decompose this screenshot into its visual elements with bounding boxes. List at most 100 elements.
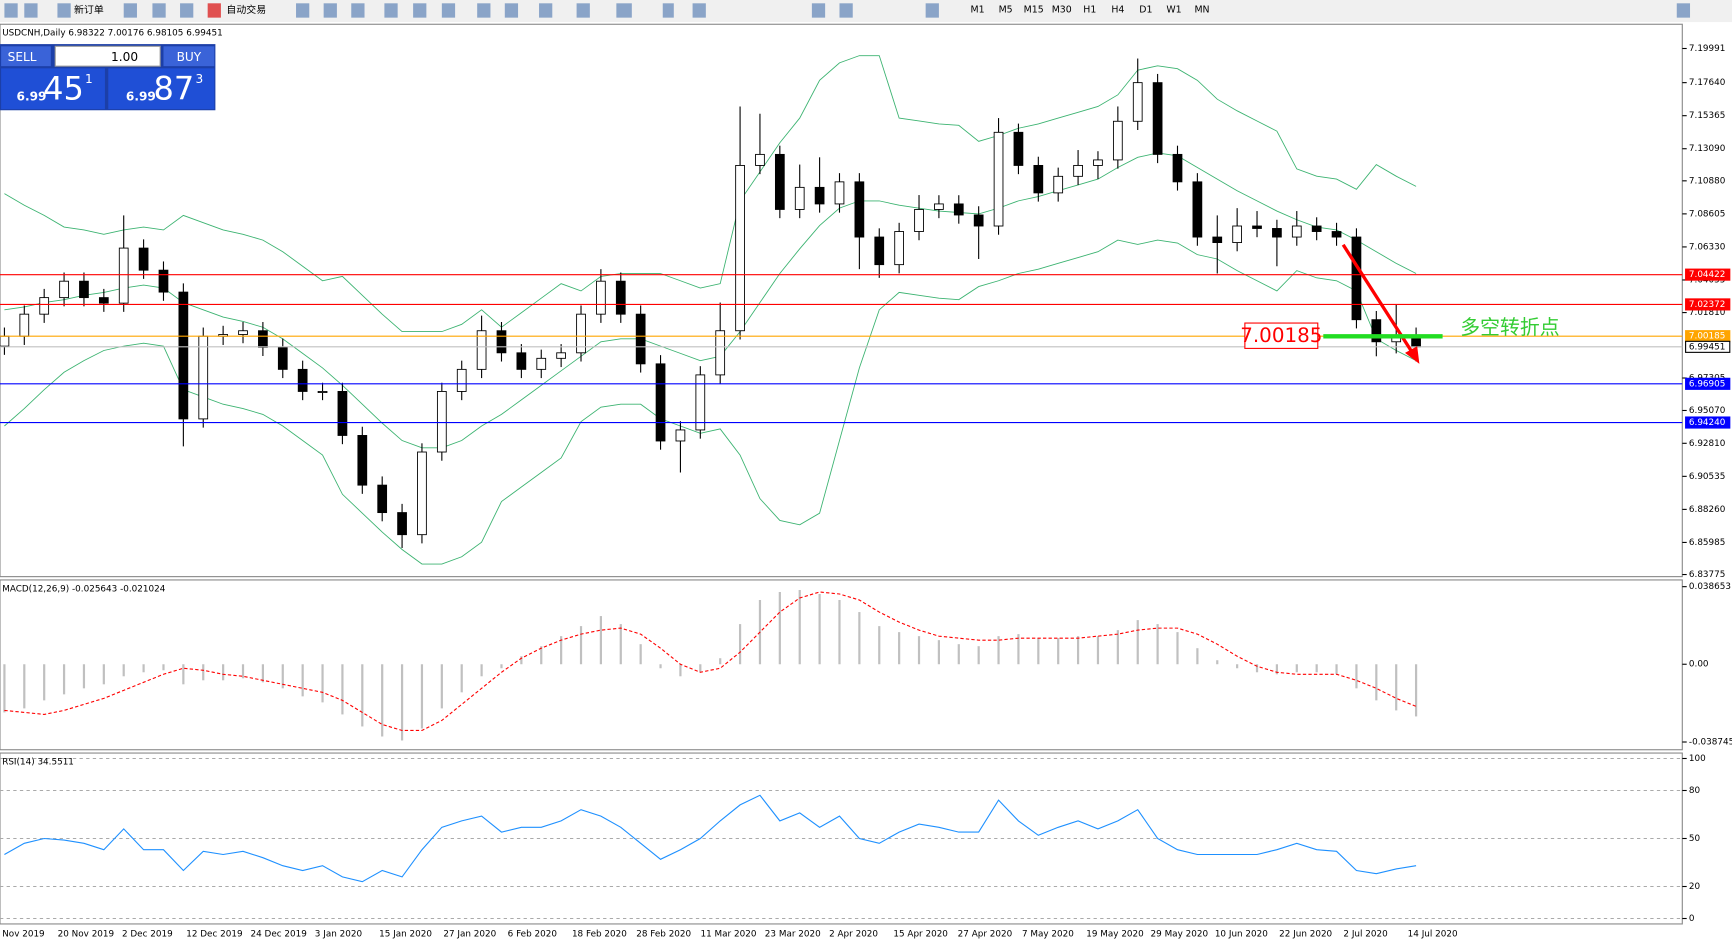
candle-body (337, 391, 348, 436)
icon[interactable] (323, 3, 337, 18)
icon[interactable] (4, 3, 18, 18)
timeframe-button[interactable]: H1 (1083, 4, 1096, 15)
icon[interactable] (24, 3, 38, 18)
candle-body (1311, 225, 1322, 232)
icon[interactable] (811, 3, 826, 18)
candle-body (774, 153, 785, 210)
icon[interactable] (504, 3, 519, 18)
y-tick-label: 0.00 (1689, 660, 1709, 670)
y-tick-label: 6.85985 (1689, 538, 1725, 548)
candle-body (1132, 82, 1143, 122)
timeframe-button[interactable]: MN (1194, 4, 1209, 15)
x-tick-label: 14 Jul 2020 (1408, 929, 1458, 939)
timeframe-button[interactable]: M30 (1052, 4, 1072, 15)
candle-body (496, 330, 507, 354)
candle-body (79, 280, 89, 299)
candle-body (953, 203, 964, 216)
icon[interactable] (576, 3, 590, 18)
sell-button[interactable] (1, 46, 51, 67)
icon[interactable] (539, 3, 553, 18)
price-level-tag (1685, 268, 1731, 281)
candle-body (755, 153, 765, 166)
candle-body (1331, 231, 1342, 238)
y-tick-label: 7.17640 (1689, 78, 1726, 88)
x-tick-label: 27 Apr 2020 (958, 929, 1013, 939)
price-level-tag (1685, 340, 1731, 353)
candle-body (277, 346, 288, 370)
price-box-text: 7.00185 (1240, 324, 1322, 347)
timeframe-button[interactable]: W1 (1166, 4, 1181, 15)
sell-price[interactable] (1, 68, 105, 110)
buy-button[interactable] (163, 46, 215, 67)
candle-body (536, 357, 547, 370)
timeframe-button[interactable]: M15 (1024, 4, 1044, 15)
candle-body (258, 330, 268, 348)
candle-body (1172, 153, 1183, 183)
icon[interactable] (1676, 3, 1691, 18)
price-level-tag (1685, 377, 1731, 390)
rsi-line (4, 794, 1417, 883)
sell-pips: 45 (43, 69, 84, 107)
candle-body (715, 330, 726, 376)
timeframes: M1 M5 M15 M30 H1 H4 D1 W1 MN (971, 4, 1210, 15)
candle-body (934, 203, 944, 210)
timeframe-button[interactable]: D1 (1139, 4, 1152, 15)
y-tick-label: 20 (1689, 882, 1701, 892)
candle-body (1291, 225, 1302, 238)
icon[interactable] (413, 3, 427, 18)
lots-input[interactable] (54, 45, 161, 67)
y-tick-label: 100 (1689, 754, 1706, 764)
y-tick-label: 7.06330 (1689, 242, 1726, 252)
candle-body (476, 330, 487, 370)
macd-signal (4, 591, 1417, 732)
x-tick-label: 2 Jul 2020 (1343, 929, 1388, 939)
candle-body (576, 313, 586, 354)
icon[interactable] (477, 3, 491, 18)
candle-body (655, 363, 666, 442)
candle-body (357, 435, 368, 486)
icon[interactable] (441, 3, 456, 18)
x-tick-label: 7 May 2020 (1022, 929, 1074, 939)
icon[interactable] (207, 3, 221, 18)
icon[interactable] (692, 3, 706, 18)
price-level-label: 6.94240 (1689, 418, 1726, 428)
x-tick-label: 18 Feb 2020 (572, 929, 627, 939)
icon[interactable] (662, 3, 674, 18)
icon[interactable] (351, 3, 365, 18)
candle-body (1252, 225, 1262, 229)
icon[interactable] (123, 3, 137, 18)
auto-trade-button[interactable]: 自动交易 (226, 3, 266, 16)
candle-body (1013, 131, 1024, 166)
candle-body (695, 374, 706, 431)
candle-body (98, 297, 109, 304)
buy-price[interactable] (108, 68, 215, 110)
price-level-tag (1685, 298, 1731, 311)
new-order-button[interactable]: 新订单 (74, 3, 104, 16)
sell-frac: 1 (85, 72, 93, 86)
icon[interactable] (296, 3, 310, 18)
x-tick-label: 11 Mar 2020 (701, 929, 757, 939)
icon[interactable] (152, 3, 166, 18)
pane-title: RSI(14) 34.5511 (2, 757, 74, 767)
plots: 7.19991 7.17640 7.15365 7.13090 7.10880 7.086… (0, 29, 1732, 939)
icon[interactable] (839, 3, 853, 18)
y-tick-label: 7.19991 (1689, 44, 1725, 54)
icon[interactable] (57, 3, 71, 18)
price-box (1244, 322, 1319, 349)
candle-body (178, 291, 189, 420)
y-tick-label: 7.13090 (1689, 144, 1726, 154)
timeframe-button[interactable]: M5 (999, 4, 1013, 15)
candle-body (0, 335, 10, 347)
icon[interactable] (925, 3, 939, 18)
icon[interactable] (616, 3, 632, 18)
candle-body (456, 368, 467, 392)
icon[interactable] (384, 3, 398, 18)
timeframe-button[interactable]: H4 (1111, 4, 1124, 15)
timeframe-button[interactable]: M1 (971, 4, 985, 15)
icon[interactable] (180, 3, 194, 18)
candle-body (1371, 319, 1382, 343)
arrow-head (1405, 346, 1420, 364)
x-tick-label: 27 Jan 2020 (443, 929, 496, 939)
buy-pips: 87 (154, 69, 195, 107)
